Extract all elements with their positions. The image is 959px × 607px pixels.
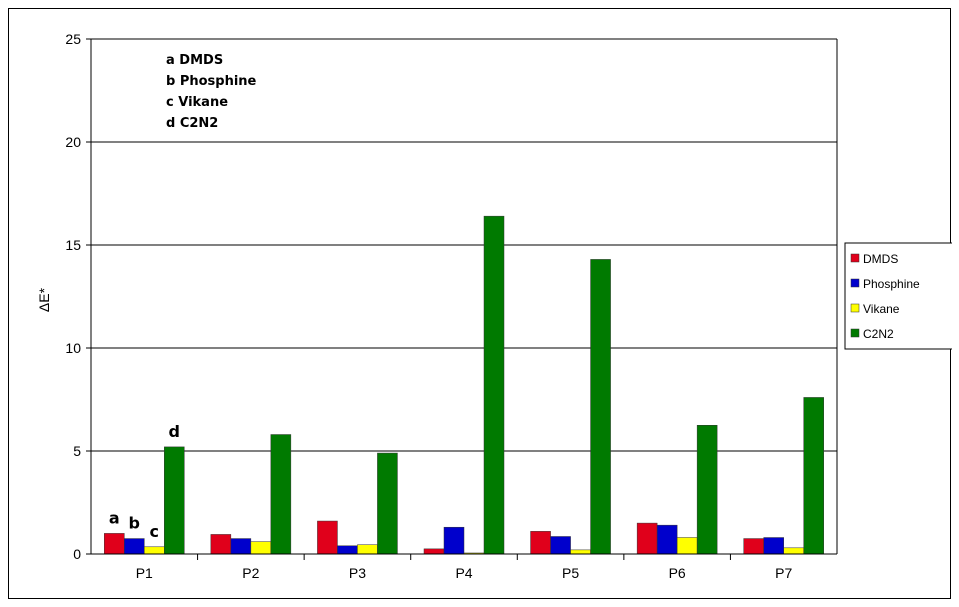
- bar-c2n2-p4: [483, 215, 505, 555]
- y-tick-label: 5: [73, 443, 81, 459]
- bar-phosphine-p3: [337, 545, 358, 555]
- legend-swatch-c2n2: [850, 328, 860, 338]
- x-tick-label: P2: [242, 565, 259, 581]
- bar-phosphine-p2: [230, 538, 252, 555]
- y-tick-label: 10: [65, 340, 81, 356]
- bar-dmds-p3: [317, 520, 338, 555]
- x-tick-label: P4: [455, 565, 472, 581]
- bar-phosphine-p4: [443, 526, 465, 555]
- bar-vikane-p5: [570, 549, 591, 555]
- chart-frame: 0 5 10 15 20 25 P1 P2 P3 P4 P5 P6 P7 ΔE* a DMDS b Pho…: [8, 8, 952, 599]
- bar-c2n2-p7: [803, 397, 824, 555]
- y-tick-label: 15: [65, 237, 81, 253]
- bar-c2n2-p3: [377, 452, 398, 555]
- x-tick-label: P6: [669, 565, 686, 581]
- legend-box: [844, 242, 952, 350]
- bar-dmds-p5: [530, 531, 551, 555]
- bar-c2n2-p2: [270, 434, 292, 555]
- x-tick-label: P5: [562, 565, 579, 581]
- bar-dmds-p1: [104, 533, 125, 555]
- legend-swatch-dmds: [850, 253, 860, 263]
- bar-dmds-p7: [743, 538, 764, 555]
- bar-dmds-p6: [636, 522, 658, 555]
- bar-dmds-p2: [210, 534, 232, 555]
- x-tick-label: P3: [349, 565, 366, 581]
- bar-chart: 0 5 10 15 20 25 P1 P2 P3 P4 P5 P6 P7 ΔE* a DMDS b Pho…: [36, 31, 952, 581]
- legend-label-dmds: DMDS: [863, 252, 898, 266]
- legend-label-phosphine: Phosphine: [863, 277, 920, 291]
- bar-vikane-p2: [250, 541, 272, 555]
- x-tick-label: P7: [775, 565, 792, 581]
- legend-label-vikane: Vikane: [863, 302, 900, 316]
- annotation-line: d C2N2: [166, 116, 218, 131]
- annotation-line: b Phosphine: [166, 74, 257, 89]
- annotation-line: c Vikane: [166, 95, 228, 110]
- bar-phosphine-p7: [763, 537, 784, 555]
- bar-phosphine-p1: [124, 538, 145, 555]
- bar-phosphine-p6: [656, 524, 678, 555]
- legend-swatch-vikane: [850, 303, 860, 313]
- x-tick-label: P1: [136, 565, 153, 581]
- legend-swatch-phosphine: [850, 278, 860, 288]
- legend-label-c2n2: C2N2: [863, 327, 894, 341]
- bar-letter-b: b: [129, 514, 140, 533]
- y-tick-label: 0: [73, 546, 81, 562]
- y-tick-label: 25: [65, 31, 81, 47]
- bar-letter-c: c: [150, 522, 159, 541]
- bar-c2n2-p5: [590, 259, 611, 555]
- y-tick-label: 20: [65, 134, 81, 150]
- bar-c2n2-p1: [164, 446, 185, 555]
- y-axis-label: ΔE*: [36, 287, 52, 312]
- annotation-key: a DMDS b Phosphine c Vikane d C2N2: [166, 53, 257, 131]
- legend: DMDS Phosphine Vikane C2N2: [844, 242, 952, 350]
- bar-vikane-p1: [144, 546, 165, 555]
- bar-c2n2-p6: [696, 425, 718, 555]
- annotation-line: a DMDS: [166, 53, 223, 68]
- bar-letter-a: a: [109, 508, 120, 527]
- bar-vikane-p7: [783, 547, 804, 555]
- bar-letter-d: d: [169, 422, 180, 441]
- bar-vikane-p3: [357, 544, 378, 555]
- bar-dmds-p4: [423, 548, 445, 555]
- bar-phosphine-p5: [550, 536, 571, 555]
- bar-vikane-p6: [676, 537, 698, 555]
